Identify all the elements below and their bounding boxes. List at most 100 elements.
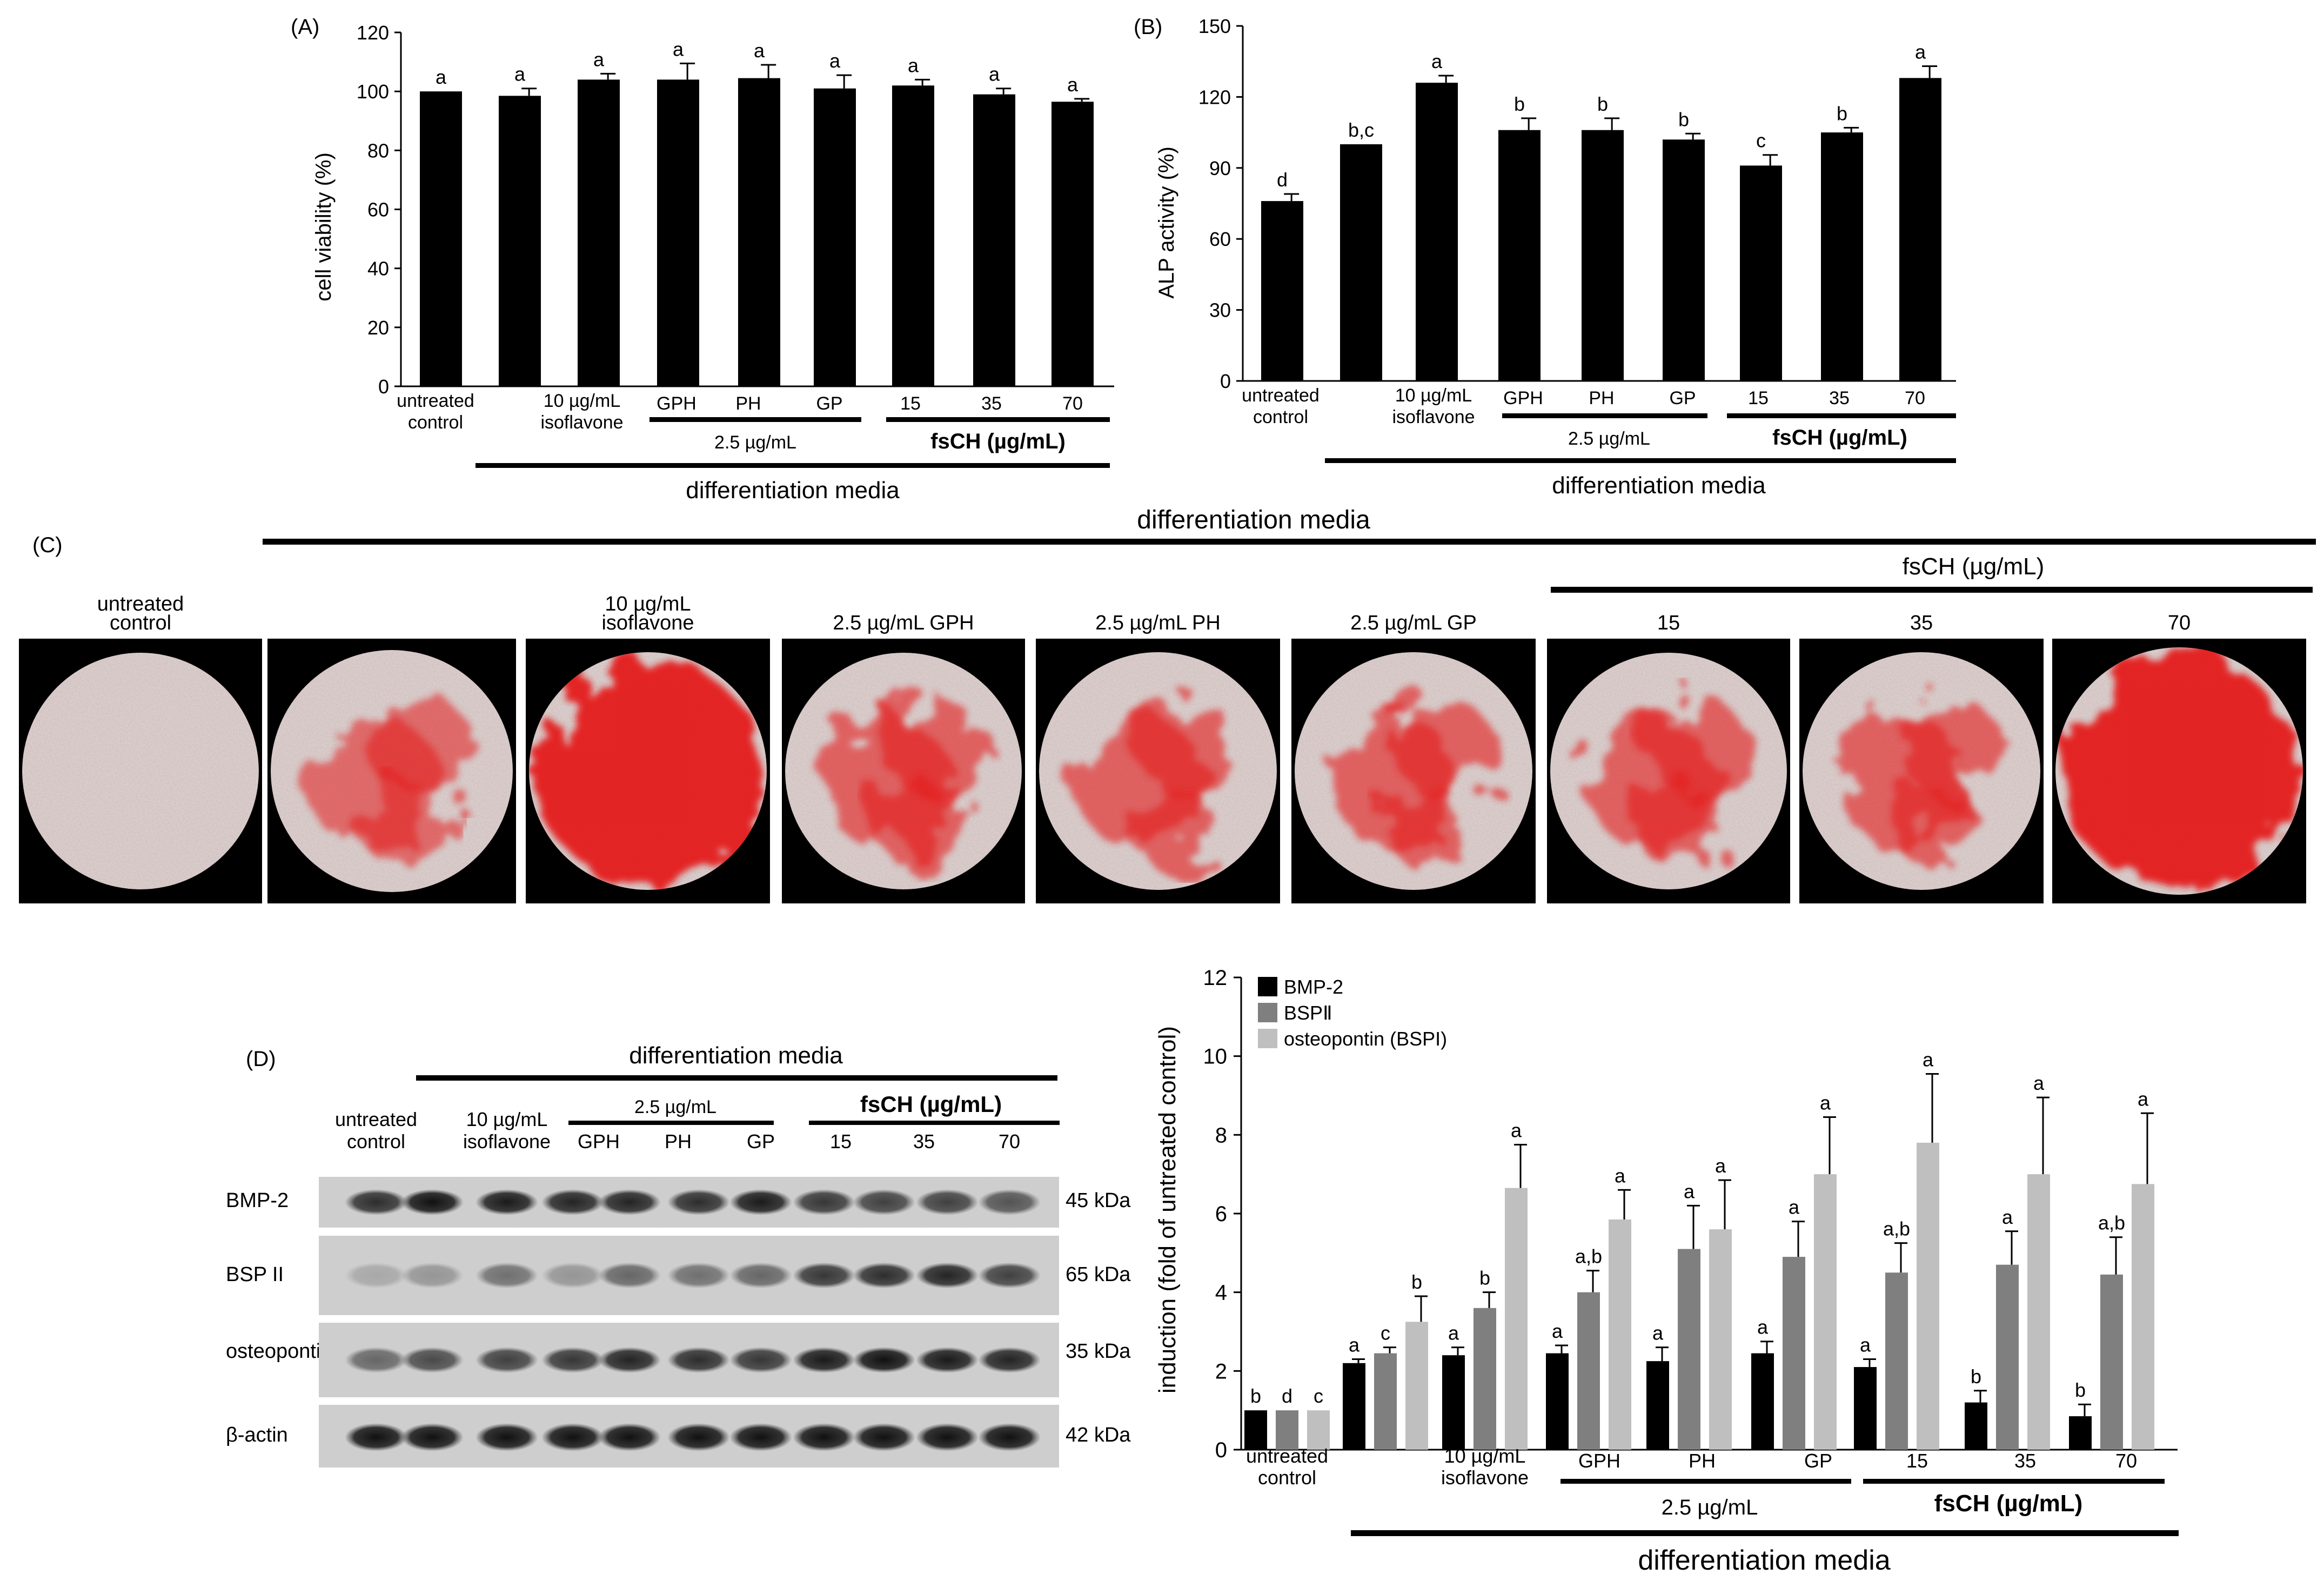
e-bar-bsp2 bbox=[1996, 1264, 2019, 1450]
e-bar-bsp2 bbox=[2100, 1274, 2123, 1450]
d-blot-label-osteopontin: osteopontin bbox=[226, 1340, 332, 1363]
e-media-label: differentiation media bbox=[1638, 1545, 1890, 1576]
d-col-untreated-1: untreated bbox=[335, 1108, 417, 1130]
b-bar bbox=[1899, 78, 1941, 381]
c-well-stain bbox=[1901, 697, 2001, 798]
b-xlabel-15: 15 bbox=[1748, 388, 1769, 408]
e-sig-letter: a bbox=[1715, 1155, 1726, 1177]
panel-e: induction (fold of untreated control) 0 2… bbox=[1154, 966, 2179, 1576]
d-blot-band bbox=[793, 1423, 855, 1451]
e-bar-bsp2 bbox=[1783, 1257, 1805, 1450]
e-legend-swatch bbox=[1258, 1003, 1277, 1022]
b-sig-letter: b bbox=[1837, 102, 1847, 124]
c-well-inner bbox=[1039, 652, 1277, 890]
c-well-stain bbox=[883, 698, 983, 798]
d-blot-band bbox=[853, 1423, 915, 1451]
e-legend-swatch bbox=[1258, 1029, 1277, 1048]
e-sig-letter: a bbox=[1615, 1164, 1626, 1187]
e-sig-letter: a bbox=[1820, 1092, 1831, 1114]
e-bar-opn bbox=[1307, 1410, 1330, 1450]
c-well-stain bbox=[1639, 782, 1722, 866]
d-blot-band bbox=[401, 1189, 464, 1215]
c-well-stain bbox=[1892, 783, 1975, 866]
d-blot-band bbox=[475, 1262, 538, 1289]
b-ytick-label: 150 bbox=[1198, 15, 1231, 37]
a-media-bracket bbox=[475, 463, 1110, 468]
d-blot-band bbox=[916, 1262, 979, 1289]
a-media-label: differentiation media bbox=[686, 477, 900, 504]
e-bar-bsp2 bbox=[1276, 1410, 1298, 1450]
d-blot-band bbox=[475, 1189, 538, 1215]
panel-a: (A) cell viability (%) 0 20 40 60 80 100 120 a… bbox=[291, 15, 1114, 504]
panel-e-legend: BMP-2 BSPⅡ osteopontin (BSPI) bbox=[1258, 976, 1447, 1050]
e-sig-letter: a bbox=[1552, 1320, 1563, 1342]
d-blot-band bbox=[401, 1423, 464, 1451]
d-blot-band bbox=[729, 1423, 792, 1451]
d-dose-label: 2.5 µg/mL bbox=[634, 1097, 716, 1117]
d-blot-band bbox=[853, 1189, 915, 1215]
a-bar bbox=[420, 91, 462, 386]
panel-b-bars: d b,c a b b b c b a bbox=[1261, 41, 1941, 381]
a-bar bbox=[1052, 102, 1094, 387]
c-well-label: 2.5 µg/mL PH bbox=[1095, 612, 1221, 634]
e-legend-label: BSPⅡ bbox=[1284, 1002, 1332, 1024]
c-well-stain bbox=[371, 696, 473, 798]
d-blot-band bbox=[598, 1262, 661, 1289]
a-bar bbox=[814, 88, 856, 387]
d-blot-band bbox=[853, 1347, 915, 1373]
d-blot-label-bsp2: BSP II bbox=[226, 1263, 284, 1286]
panel-d: (D) differentiation media 2.5 µg/mL fsCH… bbox=[226, 1042, 1131, 1468]
d-blot-band bbox=[345, 1189, 407, 1215]
d-blot-band bbox=[978, 1189, 1041, 1215]
e-bar-bmp2 bbox=[1343, 1363, 1365, 1450]
d-column-labels: untreated control 10 µg/mL isoflavone GP… bbox=[335, 1108, 1020, 1153]
b-dose-label: 2.5 µg/mL bbox=[1568, 428, 1650, 449]
e-sig-letter: a bbox=[1448, 1322, 1459, 1344]
d-blot-band bbox=[345, 1262, 407, 1289]
e-xlabel-35: 35 bbox=[2014, 1450, 2036, 1472]
d-blot-band bbox=[401, 1262, 464, 1289]
d-blot-band bbox=[916, 1423, 979, 1451]
e-sig-letter: a,b bbox=[1575, 1245, 1602, 1268]
e-sig-letter: a bbox=[1757, 1316, 1769, 1338]
b-bar bbox=[1740, 165, 1782, 381]
d-blot-band bbox=[541, 1189, 604, 1215]
e-xlabel-iso-2: isoflavone bbox=[1441, 1466, 1529, 1489]
d-blot-band bbox=[345, 1423, 407, 1451]
e-dose-label: 2.5 µg/mL bbox=[1662, 1496, 1758, 1519]
c-well-inner bbox=[1803, 652, 2040, 890]
d-blot-band bbox=[793, 1262, 855, 1289]
a-sig-letter: a bbox=[673, 38, 684, 60]
e-bar-bsp2 bbox=[1577, 1292, 1600, 1450]
a-xlabel-gph: GPH bbox=[657, 393, 696, 414]
c-well-label: isoflavone bbox=[601, 612, 694, 634]
b-sig-letter: b bbox=[1678, 108, 1689, 130]
e-ytick-label: 4 bbox=[1215, 1281, 1227, 1305]
e-sig-letter: a bbox=[1684, 1180, 1695, 1202]
e-xlabel-15: 15 bbox=[1906, 1450, 1928, 1472]
e-bar-opn bbox=[1505, 1188, 1528, 1450]
c-well-inner bbox=[1295, 652, 1532, 890]
e-bar-bsp2 bbox=[1678, 1249, 1700, 1450]
panel-b: (B) ALP activity (%) 0 30 60 90 120 150 d b,c a… bbox=[1134, 15, 1956, 499]
e-sig-letter: a bbox=[2033, 1072, 2045, 1094]
b-xlabel-gph: GPH bbox=[1503, 388, 1543, 408]
e-fsch-label: fsCH (µg/mL) bbox=[1934, 1490, 2083, 1517]
e-sig-letter: a bbox=[1511, 1120, 1522, 1142]
e-sig-letter: b bbox=[1411, 1271, 1422, 1293]
d-blot-band bbox=[541, 1347, 604, 1373]
e-bar-opn bbox=[2027, 1174, 2050, 1450]
e-bar-opn bbox=[1405, 1322, 1428, 1450]
d-blot-band bbox=[978, 1423, 1041, 1451]
c-well-label: 2.5 µg/mL GPH bbox=[833, 612, 974, 634]
panel-e-ylabel: induction (fold of untreated control) bbox=[1154, 1026, 1181, 1393]
a-xlabel-untreated-2: control bbox=[408, 412, 463, 433]
b-bar bbox=[1663, 139, 1705, 381]
b-sig-letter: a bbox=[1915, 41, 1926, 63]
e-xlabel-ph: PH bbox=[1689, 1450, 1716, 1472]
a-dose-label: 2.5 µg/mL bbox=[714, 432, 796, 453]
b-bar bbox=[1416, 83, 1458, 381]
b-ytick-label: 120 bbox=[1198, 86, 1231, 108]
panel-e-xlabels: untreated control 10 µg/mL isoflavone GP… bbox=[1246, 1445, 2179, 1576]
e-sig-letter: a bbox=[1860, 1334, 1871, 1356]
